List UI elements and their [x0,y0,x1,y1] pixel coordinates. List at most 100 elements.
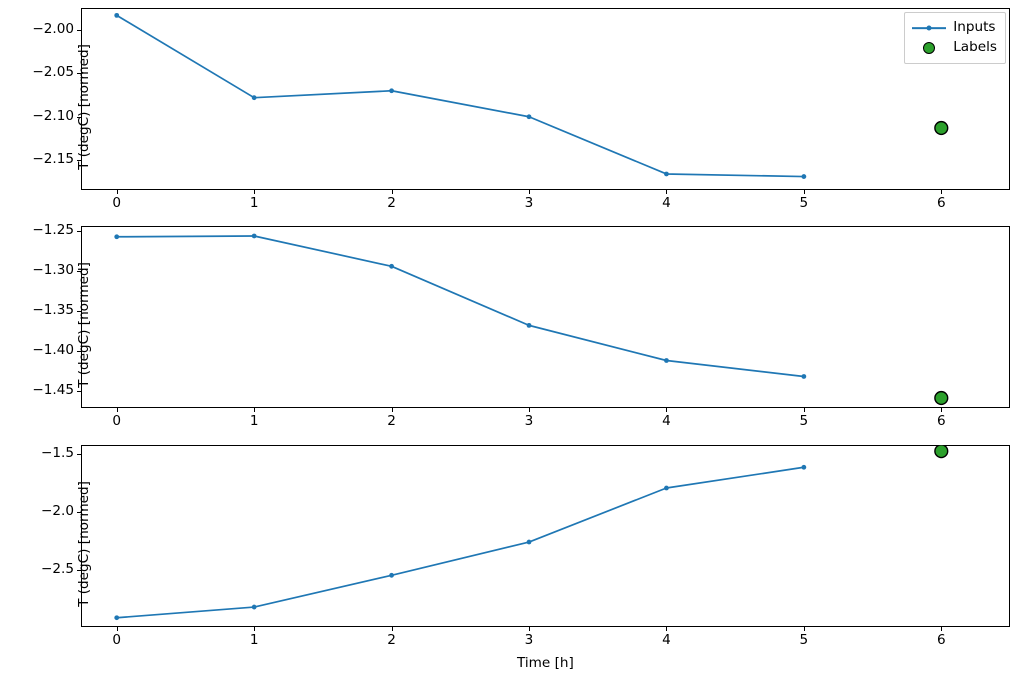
inputs-line [115,14,805,178]
labels-data-point [934,445,949,459]
legend-item-inputs[interactable]: Inputs [912,18,997,38]
x-tick-mark [116,190,118,194]
x-tick-label: 3 [524,195,534,211]
x-tick-label: 3 [524,413,534,429]
labels-data-point [934,120,949,136]
x-tick-mark [529,408,530,412]
x-tick-label: 0 [112,632,122,648]
y-tick-label: −2.10 [32,107,74,124]
x-tick-label: 5 [799,413,809,429]
x-tick-mark [666,408,668,412]
labels-data-point [934,390,949,406]
inputs-data-point [251,604,257,610]
x-tick-label: 5 [799,195,809,211]
y-axis-title: T (degC) [normed] [75,481,92,607]
y-tick-mark [77,116,81,118]
x-tick-mark [666,190,668,194]
inputs-data-point [251,233,257,239]
y-tick-mark [77,311,81,312]
y-tick-mark [77,30,81,32]
x-tick-mark [391,627,393,631]
y-tick-label: −1.30 [32,262,74,279]
inputs-data-point [526,114,532,120]
x-tick-mark [254,408,256,412]
x-tick-mark [529,190,530,194]
x-tick-label: 4 [662,413,671,429]
plot-area [114,233,949,406]
y-tick-label: −1.35 [32,302,74,319]
plot-area [114,12,949,179]
x-tick-label: 1 [249,413,259,429]
y-tick-mark [77,569,81,571]
x-tick-mark [391,190,393,194]
inputs-data-point [801,374,807,379]
inputs-data-point [526,539,532,545]
x-tick-label: 0 [112,195,122,211]
x-tick-label: 2 [387,413,396,429]
x-tick-label: 6 [936,413,946,429]
legend-dot-icon [926,25,932,31]
y-tick-mark [77,271,81,273]
y-tick-mark [77,390,81,392]
x-tick-label: 5 [799,632,809,648]
x-tick-label: 1 [249,195,259,211]
y-tick-label: −2.15 [32,151,74,168]
x-tick-label: 6 [936,195,946,211]
legend-label: Labels [953,39,997,56]
chart-panel-1: −2.00 −2.05 −2.10 −2.15 0 1 2 3 4 5 6 T (degC) [nor… [32,8,1010,210]
x-tick-label: 4 [662,195,671,211]
x-tick-mark [803,190,805,194]
legend-label: Inputs [953,19,996,36]
x-tick-mark [941,627,943,631]
inputs-data-point [114,234,120,240]
x-tick-mark [391,408,393,412]
x-tick-label: 0 [112,413,122,429]
y-tick-mark [77,73,81,75]
inputs-data-point [389,263,394,269]
y-tick-label: −2.00 [32,21,74,38]
inputs-data-point [664,485,669,491]
legend-line-marker-icon [912,19,947,37]
y-tick-mark [77,511,81,513]
y-axis-title: T (degC) [normed] [75,44,92,170]
x-tick-label: 1 [249,632,259,648]
x-tick-mark [941,408,943,412]
x-tick-mark [666,627,668,631]
inputs-data-point [801,464,807,470]
y-tick-label: −1.40 [32,342,74,359]
y-tick-mark [77,453,81,455]
legend-circle-marker-icon [912,39,946,57]
inputs-data-point [526,322,532,328]
x-tick-label: 2 [387,632,396,648]
y-tick-mark [77,160,81,162]
y-tick-mark [77,231,81,233]
x-tick-mark [803,408,805,412]
x-tick-label: 6 [936,632,946,648]
x-tick-mark [116,627,118,631]
plot-area [114,445,949,621]
chart-panel-3: −1.5 −2.0 −2.5 0 1 2 3 4 5 6 T (degC) [normed] [41,445,1010,647]
inputs-data-point [664,358,669,363]
x-tick-mark [254,627,256,631]
y-tick-label: −2.5 [40,560,74,577]
x-tick-label: 2 [387,195,396,211]
inputs-data-point [389,572,394,578]
x-tick-mark [803,627,805,631]
chart-legend[interactable]: Inputs Labels [904,12,1006,64]
y-tick-label: −1.5 [40,444,74,461]
inputs-data-point [389,88,394,94]
y-tick-label: −2.0 [40,502,74,519]
y-tick-label: −2.05 [32,64,74,81]
x-tick-label: 3 [524,632,534,648]
y-axis-title: T (degC) [normed] [75,262,92,388]
inputs-data-point [114,615,120,621]
inputs-line [115,466,805,619]
x-tick-mark [116,408,118,412]
axes-frame [81,8,1010,190]
x-tick-mark [529,627,530,631]
legend-item-labels[interactable]: Labels [912,38,997,58]
x-tick-mark [254,190,256,194]
x-tick-label: 4 [662,632,671,648]
legend-circle-icon [923,42,936,54]
